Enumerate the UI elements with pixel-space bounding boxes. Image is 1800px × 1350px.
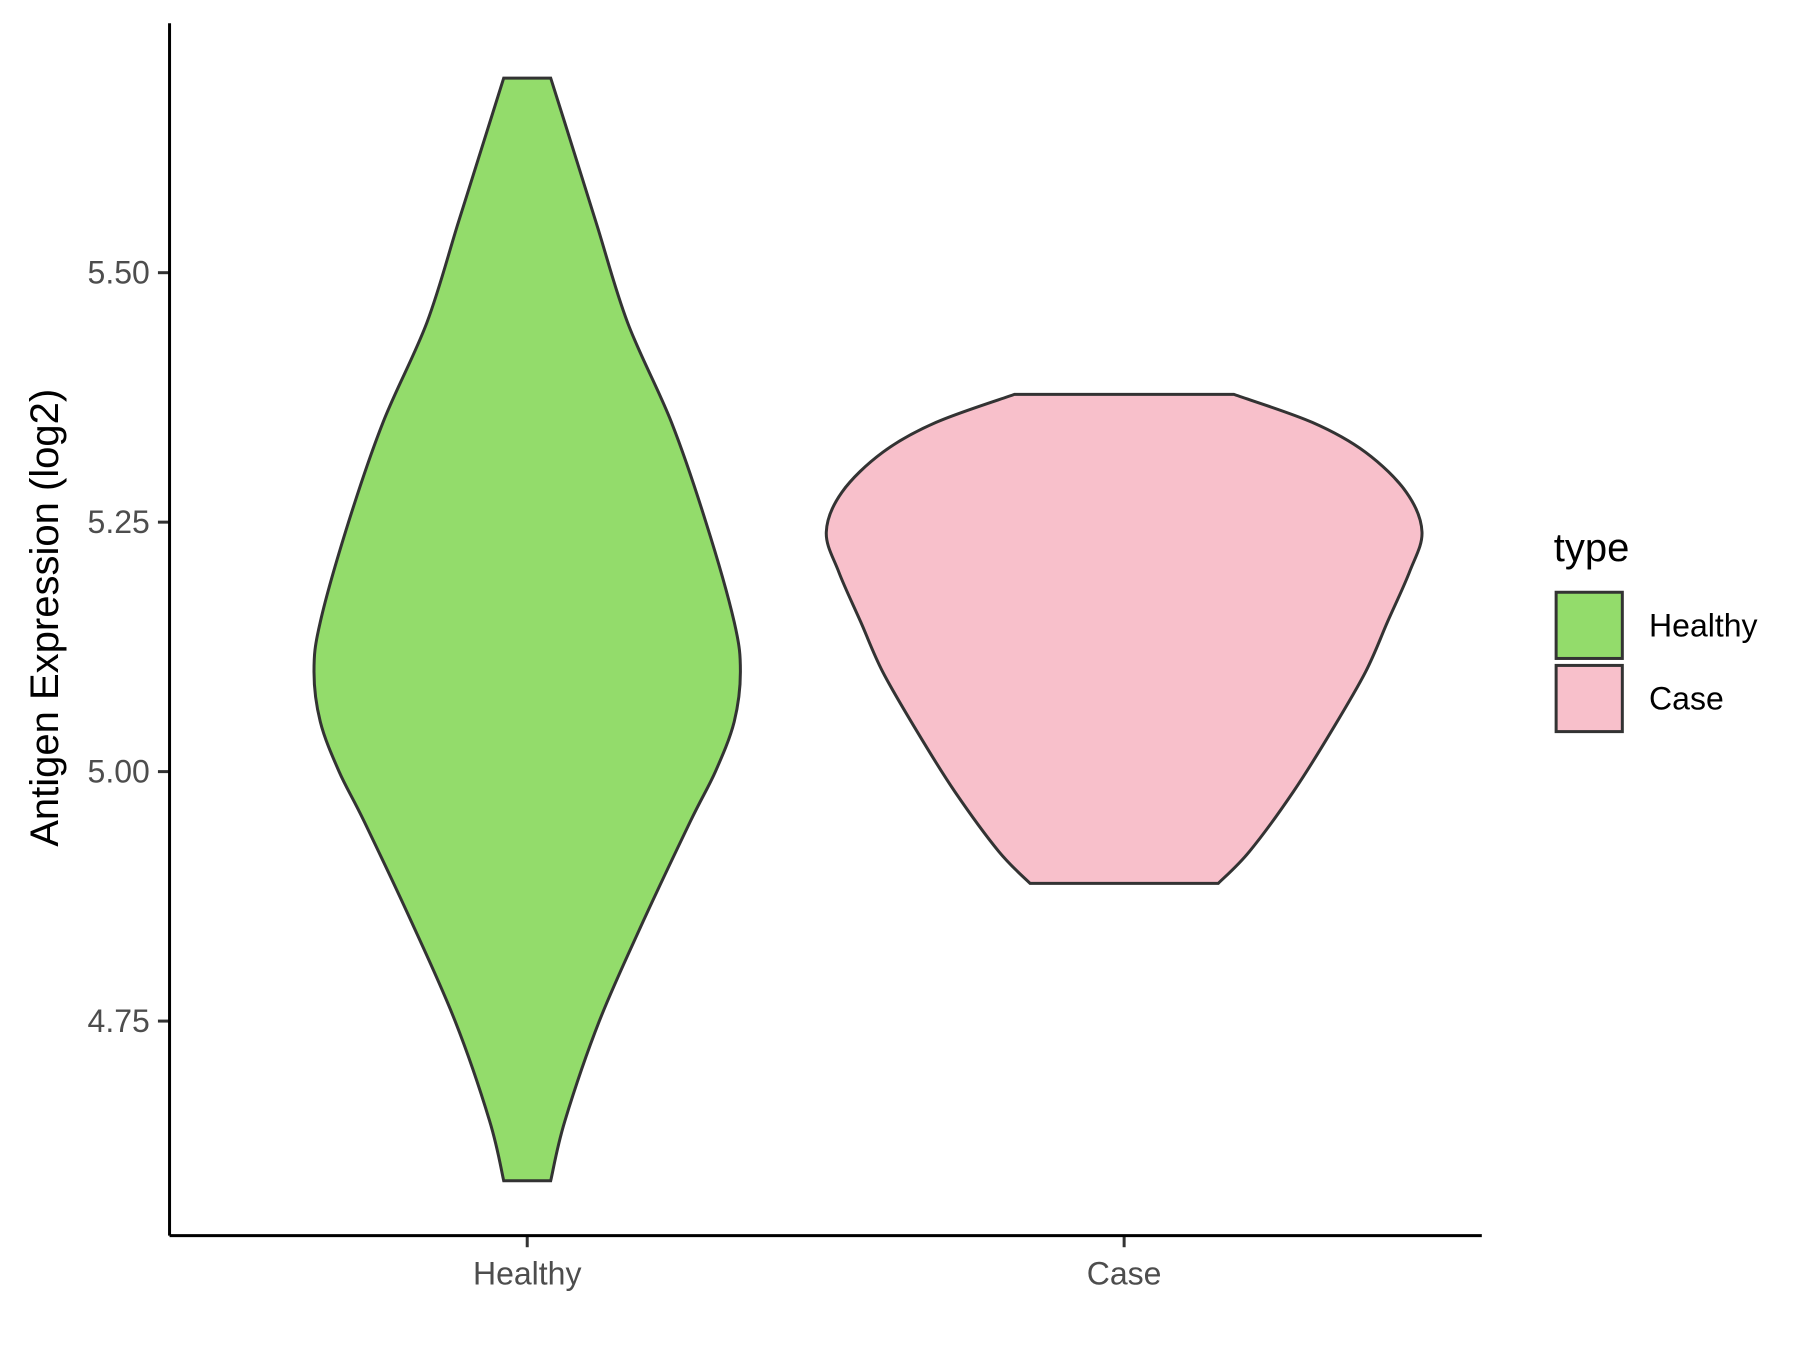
y-axis-ticks: 4.75 5.00 5.25 5.50: [88, 255, 170, 1039]
y-tick-label: 5.25: [88, 504, 150, 540]
x-tick-label: Healthy: [473, 1255, 582, 1291]
legend-title: type: [1554, 526, 1630, 570]
violin-healthy: [312, 76, 742, 1183]
legend-key-case: [1554, 663, 1624, 734]
legend: type Healthy Case: [1554, 526, 1758, 734]
x-tick-label: Case: [1087, 1255, 1162, 1291]
y-tick-label: 5.00: [88, 754, 150, 790]
x-axis-ticks: Healthy Case: [473, 1235, 1162, 1291]
legend-label-healthy: Healthy: [1649, 607, 1758, 643]
violins-layer: [312, 76, 1424, 1183]
legend-key-healthy: [1554, 590, 1624, 660]
violin-case: [824, 392, 1424, 885]
y-axis-title: Antigen Expression (log2): [23, 389, 67, 847]
y-tick-label: 4.75: [88, 1003, 150, 1039]
y-tick-label: 5.50: [88, 255, 150, 291]
legend-label-case: Case: [1649, 681, 1724, 717]
